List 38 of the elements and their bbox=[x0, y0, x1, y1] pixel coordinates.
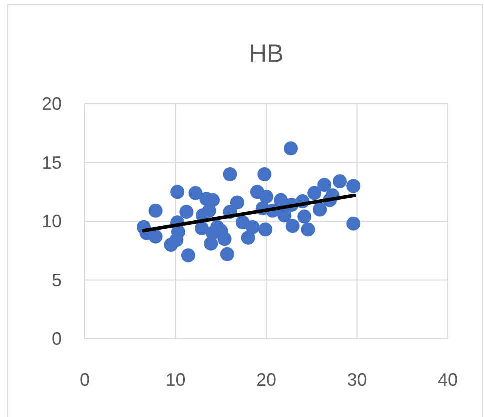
point bbox=[286, 219, 300, 234]
point bbox=[180, 205, 194, 220]
x-tick-label: 0 bbox=[80, 370, 90, 390]
point bbox=[223, 168, 238, 182]
point bbox=[148, 204, 163, 218]
point bbox=[260, 190, 274, 204]
point bbox=[258, 168, 272, 182]
y-tick-label: 5 bbox=[52, 270, 62, 290]
point bbox=[301, 222, 316, 237]
point bbox=[308, 186, 322, 200]
point bbox=[181, 248, 196, 263]
point bbox=[241, 230, 256, 245]
point bbox=[313, 202, 328, 217]
y-tick-label: 0 bbox=[52, 329, 62, 349]
x-tick-label: 30 bbox=[347, 370, 368, 390]
point bbox=[278, 208, 292, 223]
x-tick-label: 40 bbox=[438, 370, 458, 390]
point bbox=[188, 186, 203, 200]
x-tick-label: 20 bbox=[256, 370, 277, 390]
point bbox=[220, 247, 234, 262]
point bbox=[230, 196, 244, 210]
point bbox=[346, 216, 361, 231]
point bbox=[258, 222, 273, 237]
point bbox=[202, 204, 216, 218]
point bbox=[318, 178, 332, 192]
y-tick-label: 10 bbox=[42, 212, 62, 232]
point bbox=[284, 142, 298, 156]
point bbox=[298, 210, 312, 224]
y-tick-label: 15 bbox=[42, 152, 62, 173]
point bbox=[346, 179, 361, 194]
point bbox=[333, 174, 348, 189]
x-tick-label: 10 bbox=[166, 370, 186, 390]
point bbox=[246, 220, 260, 234]
point bbox=[218, 232, 232, 246]
y-tick-label: 20 bbox=[42, 94, 62, 114]
point bbox=[148, 230, 163, 244]
point bbox=[170, 185, 185, 200]
chart-title: HB bbox=[249, 40, 284, 68]
